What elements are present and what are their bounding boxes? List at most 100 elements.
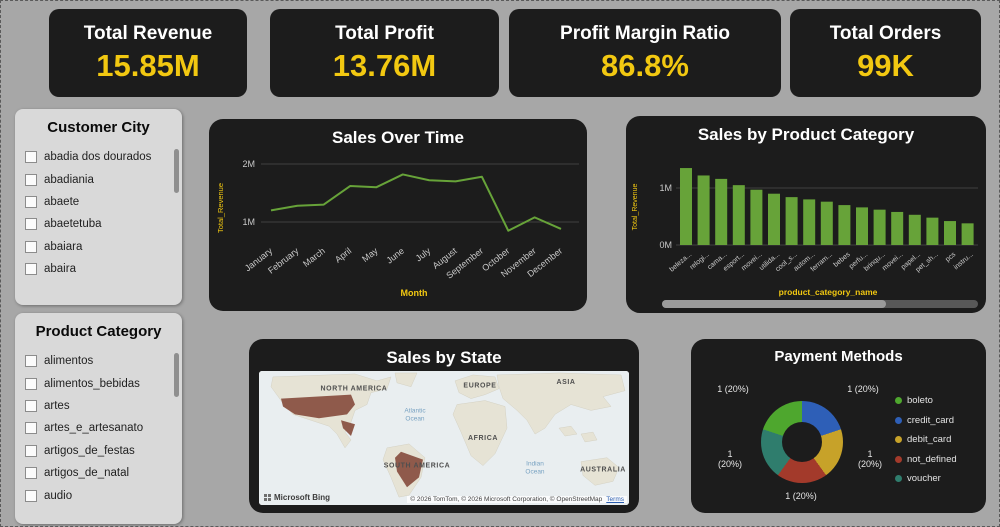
svg-text:instru...: instru...: [953, 251, 975, 271]
svg-text:March: March: [301, 246, 327, 269]
legend-label: boleto: [907, 395, 933, 407]
scrollbar-thumb[interactable]: [174, 149, 179, 193]
map-label-australia: AUSTRALIA: [580, 467, 626, 474]
slicer-item-label: artigos_de_natal: [44, 467, 130, 480]
map-label-north-america: NORTH AMERICA: [321, 386, 388, 393]
legend-item[interactable]: boleto: [895, 391, 957, 411]
slicer-title: Product Category: [35, 323, 162, 340]
horizontal-scrollbar[interactable]: [662, 300, 978, 308]
slicer-item-label: artes_e_artesanato: [44, 422, 144, 435]
slicer-item[interactable]: artigos_de_festas: [25, 440, 178, 462]
kpi-value: 99K: [857, 47, 914, 83]
map-label-ocean: Atlantic Ocean: [404, 407, 426, 422]
attribution-text: © 2026 TomTom, © 2026 Microsoft Corporat…: [410, 496, 603, 503]
slicer-title: Customer City: [47, 119, 150, 136]
slicer-item-label: abadia dos dourados: [44, 151, 152, 164]
checkbox[interactable]: [25, 195, 37, 208]
legend-dot: [895, 397, 902, 405]
slicer-item-label: abaete: [44, 195, 80, 208]
landmass-greenland: [394, 372, 418, 388]
legend-label: not_defined: [907, 453, 957, 465]
slicer-item-label: alimentos: [44, 355, 94, 368]
slicer-item[interactable]: abadiania: [25, 168, 178, 190]
svg-text:June: June: [385, 246, 407, 266]
svg-text:July: July: [414, 245, 433, 263]
scrollbar-thumb[interactable]: [662, 300, 887, 308]
checkbox[interactable]: [25, 151, 37, 164]
kpi-card-total-revenue: Total Revenue 15.85M: [49, 9, 247, 97]
map-label-asia: ASIA: [556, 379, 575, 386]
kpi-title: Total Orders: [829, 22, 942, 44]
map-viewport[interactable]: NORTH AMERICA EUROPE ASIA AFRICA SOUTH A…: [259, 371, 629, 505]
slicer-item[interactable]: abaete: [25, 191, 178, 213]
terms-link[interactable]: Terms: [606, 496, 624, 503]
svg-text:1M: 1M: [659, 183, 672, 193]
legend-dot: [895, 455, 902, 463]
kpi-title: Profit Margin Ratio: [560, 22, 730, 44]
slicer-item-label: artigos_de_festas: [44, 444, 135, 457]
slice-label: 1 (20%): [717, 449, 742, 470]
landmass-australia: [580, 457, 620, 486]
donut-chart[interactable]: [761, 401, 843, 483]
legend-label: credit_card: [907, 414, 954, 426]
slicer-item[interactable]: abaetetuba: [25, 213, 178, 235]
kpi-card-total-profit: Total Profit 13.76M: [270, 9, 499, 97]
bing-branding[interactable]: Microsoft Bing: [264, 493, 330, 502]
map-label-ocean: Indian Ocean: [525, 461, 545, 476]
slicer-item[interactable]: artes_e_artesanato: [25, 417, 178, 439]
landmass-europe: [454, 374, 500, 399]
slicer-item[interactable]: alimentos: [25, 350, 178, 372]
slicer-item[interactable]: abadia dos dourados: [25, 146, 178, 168]
svg-text:product_category_name: product_category_name: [779, 287, 878, 297]
slicer-item-label: alimentos_bebidas: [44, 377, 140, 390]
svg-text:Month: Month: [401, 288, 428, 298]
chart-title: Sales by State: [386, 348, 502, 367]
svg-text:pcs: pcs: [944, 251, 957, 264]
checkbox[interactable]: [25, 422, 37, 435]
sales-by-state-card: Sales by State: [249, 339, 639, 513]
checkbox[interactable]: [25, 444, 37, 457]
highlighted-region-central-america: [341, 420, 355, 437]
landmass-africa: [452, 400, 508, 466]
slice-label: 1 (20%): [717, 384, 749, 394]
slicer-item[interactable]: abaiara: [25, 236, 178, 258]
checkbox[interactable]: [25, 377, 37, 390]
scrollbar-thumb[interactable]: [174, 353, 179, 397]
slicer-item[interactable]: audio: [25, 484, 178, 506]
legend-item[interactable]: credit_card: [895, 411, 957, 431]
legend-item[interactable]: debit_card: [895, 430, 957, 450]
slicer-item[interactable]: artes: [25, 395, 178, 417]
kpi-title: Total Profit: [335, 22, 434, 44]
landmass-indonesia: [580, 431, 598, 443]
map-label-africa: AFRICA: [468, 435, 498, 442]
svg-text:May: May: [360, 245, 380, 264]
checkbox[interactable]: [25, 467, 37, 480]
checkbox[interactable]: [25, 263, 37, 276]
chart-title: Sales by Product Category: [697, 125, 915, 144]
checkbox[interactable]: [25, 218, 37, 231]
checkbox[interactable]: [25, 399, 37, 412]
microsoft-logo-icon: [264, 494, 271, 501]
legend-item[interactable]: voucher: [895, 469, 957, 489]
slicer-item-list: abadia dos dourados abadiania abaete abaete…: [15, 136, 182, 280]
slicer-item[interactable]: alimentos_bebidas: [25, 372, 178, 394]
highlighted-region-brazil: [395, 451, 423, 488]
svg-text:beleza...: beleza...: [669, 251, 694, 273]
checkbox[interactable]: [25, 173, 37, 186]
slicer-customer-city: Customer City abadia dos dourados abadian…: [15, 109, 182, 305]
slicer-item-label: artes: [44, 399, 70, 412]
chart-title: Sales Over Time: [332, 128, 464, 147]
checkbox[interactable]: [25, 355, 37, 368]
slicer-item[interactable]: artigos_de_natal: [25, 462, 178, 484]
legend-item[interactable]: not_defined: [895, 450, 957, 470]
chart-title: Payment Methods: [774, 348, 903, 365]
slicer-item-label: abaiara: [44, 240, 83, 253]
slicer-item[interactable]: abaira: [25, 258, 178, 280]
checkbox[interactable]: [25, 489, 37, 502]
kpi-value: 15.85M: [96, 47, 200, 83]
checkbox[interactable]: [25, 240, 37, 253]
svg-text:1M: 1M: [242, 217, 255, 227]
map-attribution: © 2026 TomTom, © 2026 Microsoft Corporat…: [407, 496, 627, 503]
kpi-value: 13.76M: [332, 47, 437, 83]
